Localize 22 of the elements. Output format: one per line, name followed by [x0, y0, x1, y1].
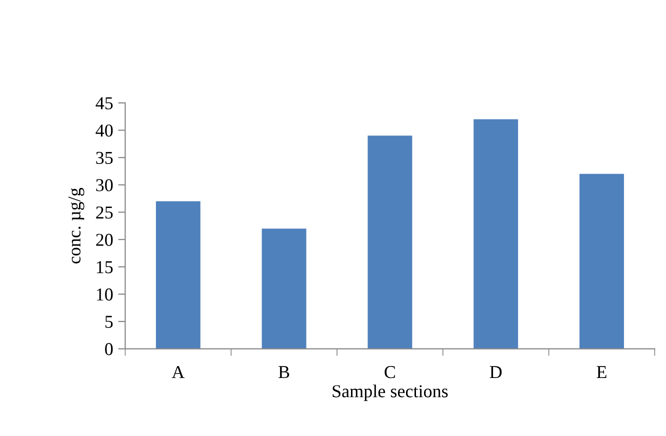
y-axis-title: conc. µg/g — [68, 188, 84, 264]
y-tick-label: 20 — [96, 234, 113, 246]
y-tick-label: 10 — [96, 288, 113, 301]
y-tick-label: 5 — [105, 316, 113, 328]
y-tick-label: 25 — [96, 206, 113, 219]
bar — [262, 228, 306, 349]
y-tick-label: 40 — [96, 124, 113, 137]
y-tick-label: 15 — [96, 261, 113, 274]
y-tick-label: 0 — [105, 343, 113, 356]
y-tick-label: 30 — [96, 179, 113, 192]
x-tick-label: E — [596, 366, 606, 378]
bar — [579, 174, 624, 349]
bar — [474, 119, 518, 349]
x-tick-label: B — [278, 366, 290, 378]
bar — [156, 201, 200, 349]
x-tick-label: D — [490, 366, 502, 378]
bar — [368, 136, 412, 349]
x-tick-label: C — [384, 366, 395, 378]
y-tick-label: 35 — [96, 152, 113, 164]
x-axis-title: Sample sections — [332, 384, 448, 401]
y-tick-label: 45 — [96, 97, 113, 110]
x-tick-label: A — [172, 366, 185, 378]
